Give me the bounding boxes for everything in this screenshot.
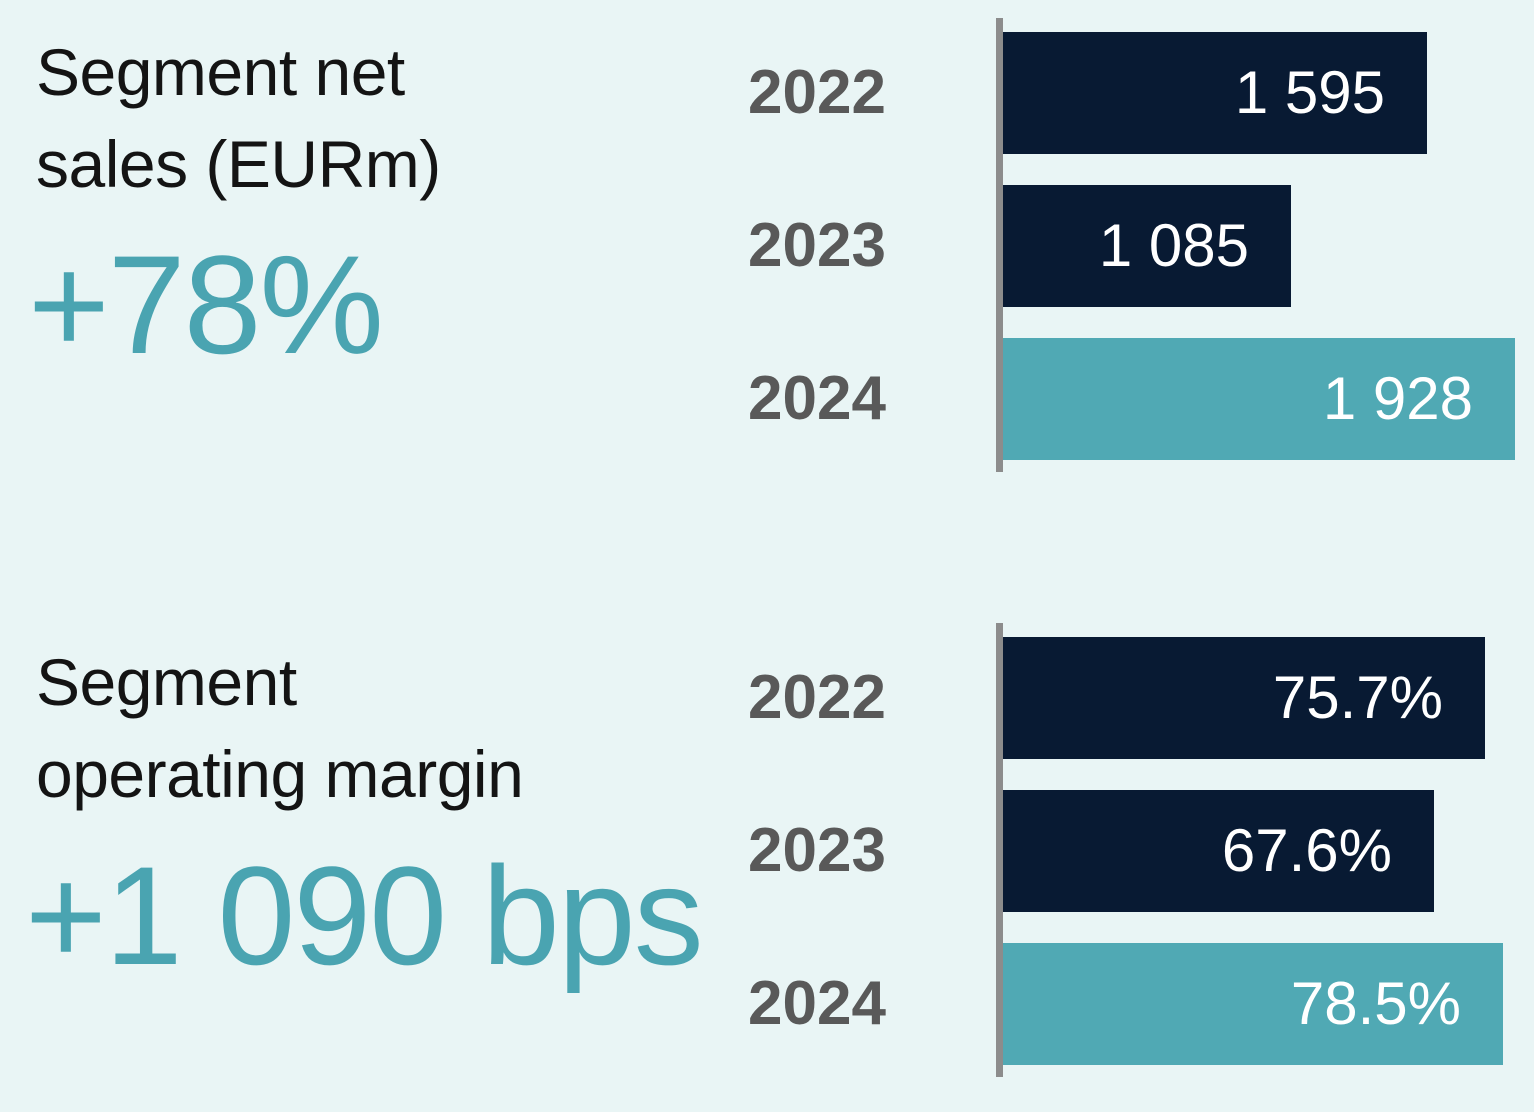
net-sales-delta: +78% (28, 226, 384, 383)
operating-margin-delta: +1 090 bps (25, 837, 704, 994)
operating-margin-value-2024: 78.5% (1290, 970, 1461, 1037)
net-sales-axis-line (996, 18, 1003, 472)
operating-margin-year-2023: 2023 (748, 816, 886, 885)
net-sales-bar-2022: 1 595 (1003, 32, 1427, 154)
net-sales-value-2022: 1 595 (1234, 59, 1385, 126)
net-sales-title: Segment net sales (EURm) (36, 26, 441, 210)
operating-margin-title: Segment operating margin (36, 636, 524, 820)
operating-margin-title-line-2: operating margin (36, 737, 524, 811)
net-sales-title-line-2: sales (EURm) (36, 127, 441, 201)
net-sales-bar-2024: 1 928 (1003, 338, 1515, 460)
operating-margin-axis-line (996, 623, 1003, 1077)
operating-margin-bar-2024: 78.5% (1003, 943, 1503, 1065)
operating-margin-year-2024: 2024 (748, 969, 886, 1038)
net-sales-value-2023: 1 085 (1098, 212, 1249, 279)
operating-margin-bar-2022: 75.7% (1003, 637, 1485, 759)
operating-margin-bar-2023: 67.6% (1003, 790, 1434, 912)
net-sales-year-2024: 2024 (748, 364, 886, 433)
operating-margin-year-2022: 2022 (748, 663, 886, 732)
net-sales-year-2022: 2022 (748, 58, 886, 127)
operating-margin-value-2022: 75.7% (1272, 664, 1443, 731)
net-sales-year-2023: 2023 (748, 211, 886, 280)
net-sales-title-line-1: Segment net (36, 35, 405, 109)
operating-margin-value-2023: 67.6% (1221, 817, 1392, 884)
net-sales-value-2024: 1 928 (1322, 365, 1473, 432)
operating-margin-title-line-1: Segment (36, 645, 297, 719)
net-sales-bar-2023: 1 085 (1003, 185, 1291, 307)
